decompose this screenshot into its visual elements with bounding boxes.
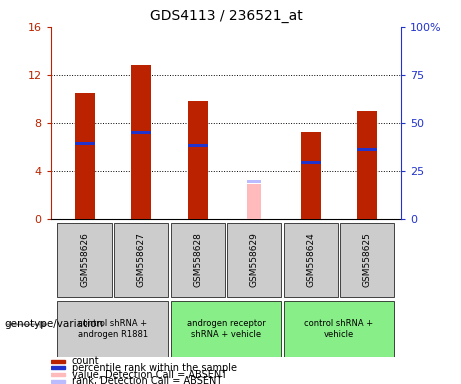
Bar <box>75 93 95 219</box>
Title: GDS4113 / 236521_at: GDS4113 / 236521_at <box>149 9 302 23</box>
Bar <box>171 223 225 296</box>
Text: value, Detection Call = ABSENT: value, Detection Call = ABSENT <box>72 369 227 380</box>
Text: androgen receptor
shRNA + vehicle: androgen receptor shRNA + vehicle <box>187 319 265 339</box>
Text: percentile rank within the sample: percentile rank within the sample <box>72 363 237 373</box>
Text: GSM558624: GSM558624 <box>306 232 315 287</box>
Bar <box>171 301 281 357</box>
Bar <box>51 373 65 376</box>
Bar <box>227 223 281 296</box>
Text: control shRNA +
vehicle: control shRNA + vehicle <box>304 319 373 339</box>
Bar <box>284 223 338 296</box>
Bar <box>188 144 207 147</box>
Bar <box>357 111 377 219</box>
Bar <box>51 366 65 369</box>
Bar <box>188 101 207 219</box>
Bar <box>357 148 377 151</box>
Bar <box>51 359 65 363</box>
Bar <box>247 184 261 219</box>
Bar <box>247 180 261 183</box>
Text: GSM558627: GSM558627 <box>136 232 146 287</box>
Bar <box>301 161 320 164</box>
Bar <box>58 301 168 357</box>
Bar <box>131 65 151 219</box>
Bar <box>114 223 168 296</box>
Text: GSM558628: GSM558628 <box>193 232 202 287</box>
Bar <box>51 380 65 383</box>
Text: rank, Detection Call = ABSENT: rank, Detection Call = ABSENT <box>72 376 222 384</box>
Text: control shRNA +
androgen R1881: control shRNA + androgen R1881 <box>78 319 148 339</box>
Text: count: count <box>72 356 100 366</box>
Text: GSM558629: GSM558629 <box>250 232 259 287</box>
Bar <box>131 131 151 134</box>
Text: genotype/variation: genotype/variation <box>5 319 104 329</box>
Bar <box>75 142 95 145</box>
Bar <box>301 132 320 219</box>
Text: GSM558626: GSM558626 <box>80 232 89 287</box>
Bar <box>340 223 394 296</box>
Bar <box>284 301 394 357</box>
Text: GSM558625: GSM558625 <box>363 232 372 287</box>
Bar <box>58 223 112 296</box>
